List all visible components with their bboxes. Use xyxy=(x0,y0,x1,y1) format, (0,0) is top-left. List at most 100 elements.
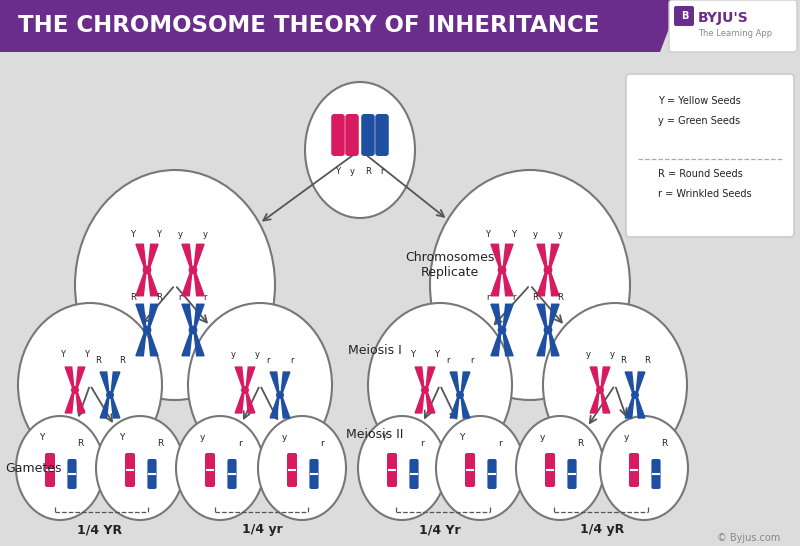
Ellipse shape xyxy=(75,170,275,400)
Polygon shape xyxy=(100,372,109,394)
Text: y: y xyxy=(230,350,235,359)
Polygon shape xyxy=(148,271,158,296)
Polygon shape xyxy=(182,331,192,356)
Text: R: R xyxy=(661,439,667,448)
Text: y: y xyxy=(350,167,354,176)
Polygon shape xyxy=(491,331,501,356)
FancyBboxPatch shape xyxy=(410,459,418,489)
Polygon shape xyxy=(76,367,85,389)
Text: B: B xyxy=(682,11,689,21)
Text: y: y xyxy=(202,230,207,239)
Text: Y: Y xyxy=(39,433,45,442)
Circle shape xyxy=(143,266,150,274)
Text: Y: Y xyxy=(511,230,517,239)
Polygon shape xyxy=(636,396,645,418)
Text: Y: Y xyxy=(486,230,490,239)
Text: Y: Y xyxy=(459,433,465,442)
Text: r: r xyxy=(290,356,294,365)
Polygon shape xyxy=(461,372,470,394)
Text: y = Green Seeds: y = Green Seeds xyxy=(658,116,740,126)
FancyBboxPatch shape xyxy=(567,459,577,489)
Text: 1/4 yr: 1/4 yr xyxy=(242,524,282,537)
Polygon shape xyxy=(270,396,279,418)
FancyBboxPatch shape xyxy=(45,453,55,487)
Ellipse shape xyxy=(358,416,446,520)
FancyBboxPatch shape xyxy=(669,0,797,52)
Text: Gametes: Gametes xyxy=(5,461,62,474)
Polygon shape xyxy=(636,372,645,394)
Text: Y: Y xyxy=(130,230,135,239)
Polygon shape xyxy=(491,244,501,269)
Polygon shape xyxy=(235,391,244,413)
Polygon shape xyxy=(590,391,599,413)
Polygon shape xyxy=(281,372,290,394)
Text: y: y xyxy=(282,433,286,442)
Text: r: r xyxy=(420,439,424,448)
Polygon shape xyxy=(625,372,634,394)
Circle shape xyxy=(597,387,603,393)
FancyBboxPatch shape xyxy=(387,453,397,487)
Text: r: r xyxy=(380,167,384,176)
Polygon shape xyxy=(270,372,279,394)
Text: r: r xyxy=(203,293,206,302)
FancyBboxPatch shape xyxy=(346,114,358,156)
Polygon shape xyxy=(601,367,610,389)
Ellipse shape xyxy=(430,170,630,400)
Polygon shape xyxy=(537,244,547,269)
Text: r: r xyxy=(238,439,242,448)
Circle shape xyxy=(190,266,197,274)
Text: R: R xyxy=(130,293,136,302)
Text: R: R xyxy=(77,439,83,448)
Text: r: r xyxy=(486,293,490,302)
Polygon shape xyxy=(635,0,680,52)
Text: Y: Y xyxy=(410,350,415,359)
Polygon shape xyxy=(503,331,513,356)
Ellipse shape xyxy=(305,82,415,218)
FancyBboxPatch shape xyxy=(626,74,794,237)
FancyBboxPatch shape xyxy=(639,93,649,123)
FancyBboxPatch shape xyxy=(629,453,639,487)
Text: Y = Yellow Seeds: Y = Yellow Seeds xyxy=(658,96,741,106)
Text: r: r xyxy=(470,356,474,365)
Ellipse shape xyxy=(188,303,332,467)
Text: r: r xyxy=(320,439,324,448)
Text: R: R xyxy=(95,356,101,365)
Polygon shape xyxy=(111,396,120,418)
Text: R: R xyxy=(620,356,626,365)
Text: THE CHROMOSOME THEORY OF INHERITANCE: THE CHROMOSOME THEORY OF INHERITANCE xyxy=(18,15,599,38)
Circle shape xyxy=(190,327,197,334)
Polygon shape xyxy=(503,244,513,269)
Polygon shape xyxy=(281,396,290,418)
FancyBboxPatch shape xyxy=(674,6,694,26)
FancyBboxPatch shape xyxy=(227,459,237,489)
Ellipse shape xyxy=(600,416,688,520)
Text: Y: Y xyxy=(61,350,66,359)
Text: Y: Y xyxy=(157,230,162,239)
Circle shape xyxy=(544,266,552,274)
Polygon shape xyxy=(136,304,146,329)
Text: r: r xyxy=(512,293,516,302)
Circle shape xyxy=(422,387,428,393)
FancyBboxPatch shape xyxy=(205,453,215,487)
FancyBboxPatch shape xyxy=(287,453,297,487)
Polygon shape xyxy=(136,331,146,356)
Ellipse shape xyxy=(176,416,264,520)
Text: 1/4 yR: 1/4 yR xyxy=(580,524,624,537)
FancyBboxPatch shape xyxy=(545,453,555,487)
Polygon shape xyxy=(537,271,547,296)
Ellipse shape xyxy=(258,416,346,520)
FancyBboxPatch shape xyxy=(487,459,497,489)
FancyBboxPatch shape xyxy=(362,114,374,156)
Text: r: r xyxy=(266,356,270,365)
FancyBboxPatch shape xyxy=(147,459,157,489)
Text: R: R xyxy=(644,356,650,365)
Text: 1/4 Yr: 1/4 Yr xyxy=(419,524,461,537)
Text: © Byjus.com: © Byjus.com xyxy=(717,533,780,543)
Text: R: R xyxy=(156,293,162,302)
Polygon shape xyxy=(549,304,559,329)
Polygon shape xyxy=(549,331,559,356)
Text: r: r xyxy=(446,356,450,365)
Circle shape xyxy=(632,391,638,398)
Circle shape xyxy=(143,327,150,334)
FancyBboxPatch shape xyxy=(310,459,318,489)
